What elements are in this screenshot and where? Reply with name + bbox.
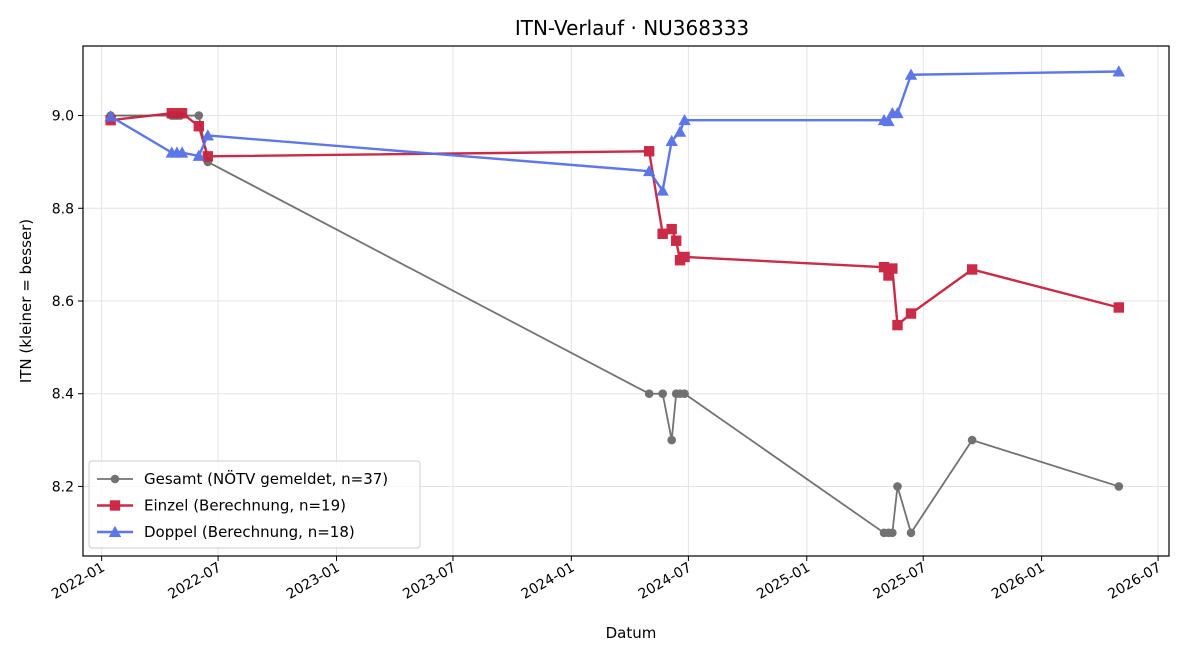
data-point-einzel [887, 263, 898, 274]
data-point-einzel [966, 264, 978, 275]
x-tick-label: 2024-01 [519, 560, 578, 603]
x-tick-label: 2023-07 [400, 560, 459, 603]
data-point-gesamt [644, 389, 654, 399]
data-point-doppel [104, 110, 117, 122]
legend-item-einzel [97, 500, 133, 511]
data-point-einzel [905, 308, 917, 319]
y-axis-title: ITN (kleiner = besser) [17, 219, 35, 383]
data-point-gesamt [680, 389, 689, 399]
data-point-einzel [878, 261, 890, 273]
data-point-doppel [175, 146, 189, 158]
data-point-einzel [883, 270, 894, 281]
data-point-gesamt [1114, 482, 1124, 491]
data-point-einzel [679, 251, 690, 263]
y-tick-label: 9.0 [52, 109, 74, 125]
data-point-doppel [891, 107, 904, 119]
y-tick-label: 8.8 [52, 201, 74, 217]
data-point-doppel [882, 114, 895, 127]
data-point-doppel [192, 149, 206, 161]
data-point-doppel [904, 68, 918, 80]
legend-label: Doppel (Berechnung, n=18) [144, 523, 355, 541]
y-tick-label: 8.2 [52, 479, 74, 495]
data-point-gesamt [194, 111, 204, 120]
legend-label: Einzel (Berechnung, n=19) [144, 497, 346, 515]
data-point-gesamt [667, 435, 676, 445]
chart-title: ITN-Verlauf · NU368333 [515, 16, 749, 40]
legend-item-doppel [97, 525, 133, 537]
x-tick-label: 2026-07 [1105, 560, 1164, 603]
series-layer [104, 65, 1126, 538]
series-line-doppel [110, 70, 1119, 192]
legend-label: Gesamt (NÖTV gemeldet, n=37) [144, 469, 388, 488]
data-point-einzel [643, 146, 655, 157]
legend-marker [110, 474, 120, 484]
y-tick-label: 8.4 [52, 387, 74, 403]
data-point-gesamt [893, 482, 902, 491]
y-tick-label: 8.6 [52, 294, 74, 310]
x-tick-label: 2022-01 [49, 560, 108, 603]
x-tick-label: 2024-07 [636, 560, 695, 603]
series-line-einzel [110, 112, 1120, 327]
data-point-einzel [670, 235, 682, 246]
data-point-doppel [642, 164, 656, 177]
data-point-doppel [1112, 65, 1126, 77]
legend-box [88, 460, 421, 549]
legend-marker [108, 525, 122, 537]
data-point-einzel [1113, 302, 1125, 313]
data-point-einzel [892, 319, 903, 331]
data-point-einzel [666, 223, 677, 235]
data-point-einzel [202, 151, 214, 162]
legend-item-gesamt [97, 474, 133, 484]
series-doppel [104, 65, 1126, 196]
x-tick-label: 2023-01 [284, 560, 343, 603]
data-point-einzel [176, 108, 188, 119]
data-point-doppel [656, 184, 669, 196]
data-point-gesamt [906, 528, 916, 538]
x-axis: 2022-01 2022-07 2023-01 2023-07 2024-01 2024-… [49, 556, 1164, 603]
y-axis: 8.2 8.4 8.6 8.8 9.0 [52, 109, 83, 495]
data-point-gesamt [888, 528, 897, 538]
series-einzel [105, 108, 1125, 331]
data-point-doppel [673, 125, 687, 137]
data-point-doppel [201, 129, 215, 141]
data-point-doppel [678, 113, 691, 126]
x-tick-label: 2025-01 [754, 560, 813, 603]
x-tick-label: 2025-07 [871, 560, 930, 603]
x-axis-title: Datum [606, 624, 657, 642]
x-tick-label: 2026-01 [989, 560, 1048, 603]
legend-marker [109, 500, 121, 511]
data-point-einzel [657, 228, 668, 239]
data-point-einzel [193, 121, 205, 132]
data-point-gesamt [658, 389, 667, 399]
legend: Gesamt (NÖTV gemeldet, n=37) Einzel (Bere… [88, 460, 421, 549]
data-point-gesamt [967, 435, 977, 445]
data-point-doppel [665, 134, 678, 147]
x-tick-label: 2022-07 [165, 560, 224, 603]
